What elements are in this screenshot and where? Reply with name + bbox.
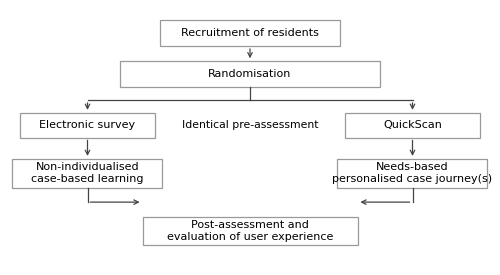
FancyBboxPatch shape [345, 113, 480, 138]
FancyBboxPatch shape [160, 20, 340, 46]
Text: Needs-based
personalised case journey(s): Needs-based personalised case journey(s) [332, 163, 492, 184]
FancyBboxPatch shape [120, 61, 380, 87]
FancyBboxPatch shape [338, 159, 488, 188]
FancyBboxPatch shape [142, 217, 358, 245]
Text: QuickScan: QuickScan [383, 120, 442, 130]
Text: Identical pre-assessment: Identical pre-assessment [182, 120, 318, 130]
Text: Randomisation: Randomisation [208, 69, 292, 79]
Text: Post-assessment and
evaluation of user experience: Post-assessment and evaluation of user e… [167, 220, 333, 242]
Text: Recruitment of residents: Recruitment of residents [181, 28, 319, 38]
Text: Electronic survey: Electronic survey [40, 120, 136, 130]
Text: Non-individualised
case-based learning: Non-individualised case-based learning [31, 163, 144, 184]
FancyBboxPatch shape [20, 113, 155, 138]
FancyBboxPatch shape [12, 159, 162, 188]
